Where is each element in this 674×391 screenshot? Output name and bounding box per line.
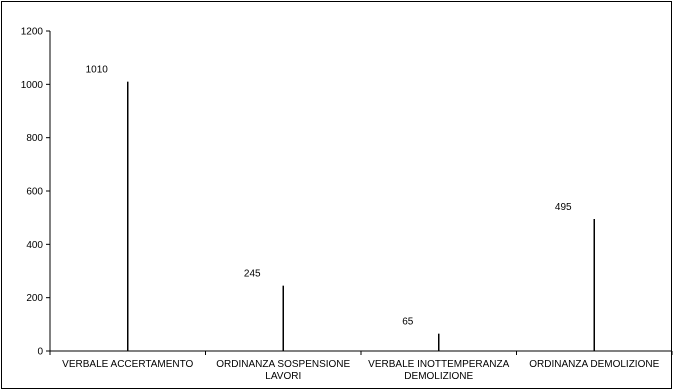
data-label: 1010 <box>86 65 109 76</box>
y-tick-label: 400 <box>26 240 43 251</box>
y-tick-label: 200 <box>26 293 43 304</box>
bar <box>127 81 129 352</box>
y-tick-label: 1200 <box>21 27 44 38</box>
y-tick-label: 600 <box>26 187 43 198</box>
bar <box>282 285 284 351</box>
x-tick-label: ORDINANZA DEMOLIZIONE <box>529 359 659 370</box>
data-label: 495 <box>555 202 572 213</box>
y-tick-label: 800 <box>26 133 43 144</box>
x-tick-label: DEMOLIZIONE <box>404 371 473 382</box>
x-tick-label: VERBALE INOTTEMPERANZA <box>368 359 509 370</box>
y-tick-label: 1000 <box>21 80 44 91</box>
data-label: 245 <box>244 269 261 280</box>
x-tick-label: ORDINANZA SOSPENSIONE <box>216 359 350 370</box>
x-tick-label: LAVORI <box>265 371 301 382</box>
bar <box>438 333 440 351</box>
y-tick-label: 0 <box>37 347 43 358</box>
data-label: 65 <box>402 317 414 328</box>
x-tick-label: VERBALE ACCERTAMENTO <box>62 359 193 370</box>
bar <box>593 219 595 351</box>
